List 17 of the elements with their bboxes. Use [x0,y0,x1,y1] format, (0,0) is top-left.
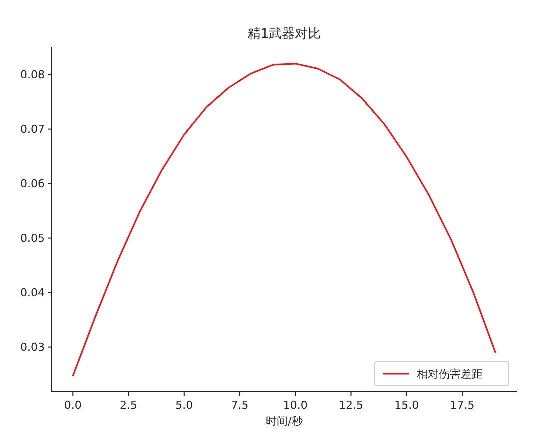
y-tick-label: 0.04 [20,286,45,300]
y-tick-label: 0.03 [20,341,45,354]
x-tick-label: 5.0 [176,399,194,412]
x-tick-label: 2.5 [120,399,138,412]
x-axis-title: 时间/秒 [266,415,303,428]
x-tick-label: 15.0 [394,399,420,412]
y-tick-label: 0.08 [20,68,45,82]
y-tick-label: 0.05 [20,232,45,246]
x-tick-label: 10.0 [283,399,308,412]
legend-label: 相对伤害差距 [417,368,483,381]
y-tick-label: 0.06 [20,178,45,191]
x-tick-label: 12.5 [338,399,364,412]
x-tick-label: 0.0 [64,399,82,412]
y-tick-label: 0.07 [20,123,45,136]
x-tick-label: 17.5 [450,399,475,412]
chart-title: 精1武器对比 [248,27,322,42]
x-tick-label: 7.5 [231,399,249,412]
